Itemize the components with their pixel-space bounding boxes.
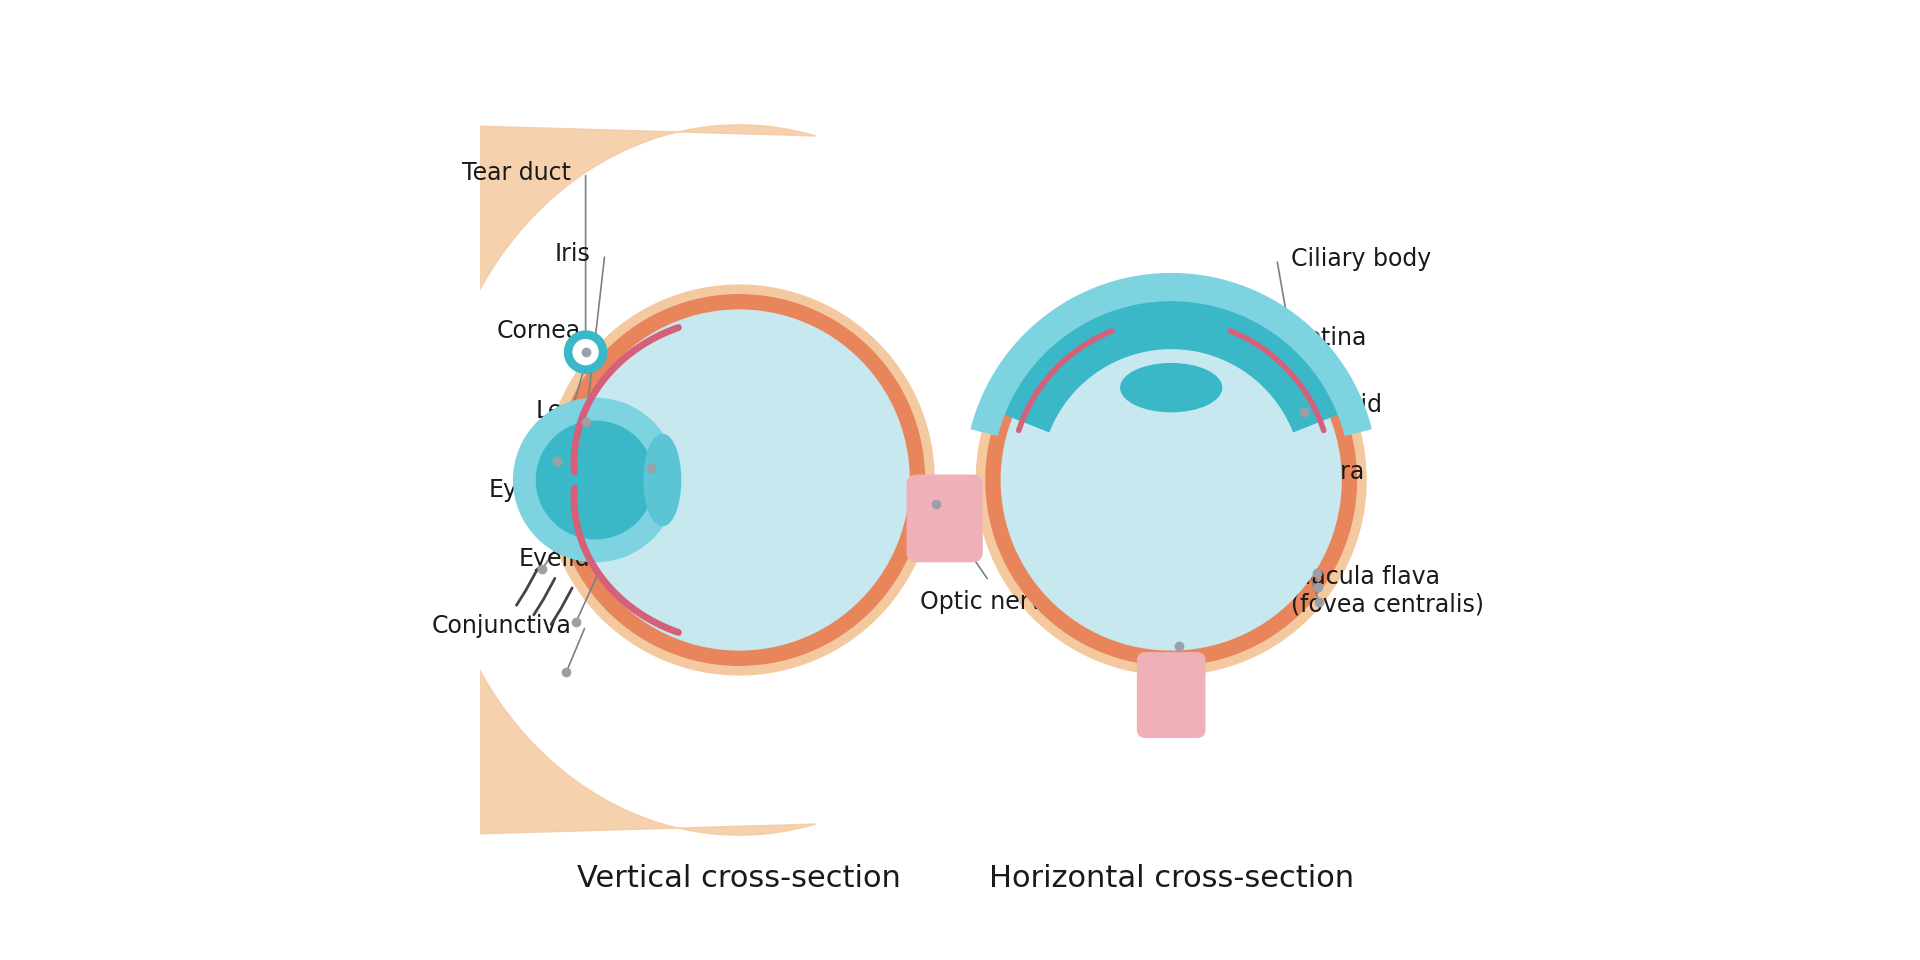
Text: Retina: Retina: [1290, 325, 1367, 349]
Polygon shape: [432, 125, 816, 835]
Text: Tear duct: Tear duct: [463, 161, 572, 185]
FancyBboxPatch shape: [908, 475, 983, 562]
Circle shape: [570, 310, 910, 650]
Ellipse shape: [1121, 364, 1221, 412]
Text: Optic nerve: Optic nerve: [920, 590, 1058, 614]
Circle shape: [545, 285, 933, 675]
Polygon shape: [1004, 300, 1338, 432]
Text: Choroid: Choroid: [1290, 394, 1382, 417]
Text: Sclera: Sclera: [1290, 461, 1365, 484]
Text: Horizontal cross-section: Horizontal cross-section: [989, 864, 1354, 893]
Text: Eyelash: Eyelash: [490, 478, 580, 501]
Text: Conjunctiva: Conjunctiva: [432, 614, 572, 638]
Text: Lens: Lens: [536, 399, 591, 422]
Circle shape: [564, 331, 607, 373]
Text: Eyelid: Eyelid: [518, 547, 591, 570]
Text: Vertical cross-section: Vertical cross-section: [578, 864, 900, 893]
Text: Ciliary body: Ciliary body: [1290, 248, 1432, 272]
Circle shape: [536, 421, 655, 539]
Circle shape: [515, 398, 678, 562]
FancyBboxPatch shape: [1137, 653, 1206, 737]
Circle shape: [555, 295, 925, 665]
Text: Cornea: Cornea: [497, 319, 580, 343]
Text: Iris: Iris: [555, 242, 591, 266]
Circle shape: [1000, 310, 1340, 650]
Circle shape: [975, 285, 1365, 675]
Polygon shape: [972, 274, 1371, 435]
Circle shape: [987, 295, 1356, 665]
Text: Macula flava
(fovea centralis): Macula flava (fovea centralis): [1290, 564, 1484, 616]
Ellipse shape: [643, 434, 680, 526]
Circle shape: [572, 340, 599, 365]
Text: Vitreum: Vitreum: [728, 458, 837, 487]
